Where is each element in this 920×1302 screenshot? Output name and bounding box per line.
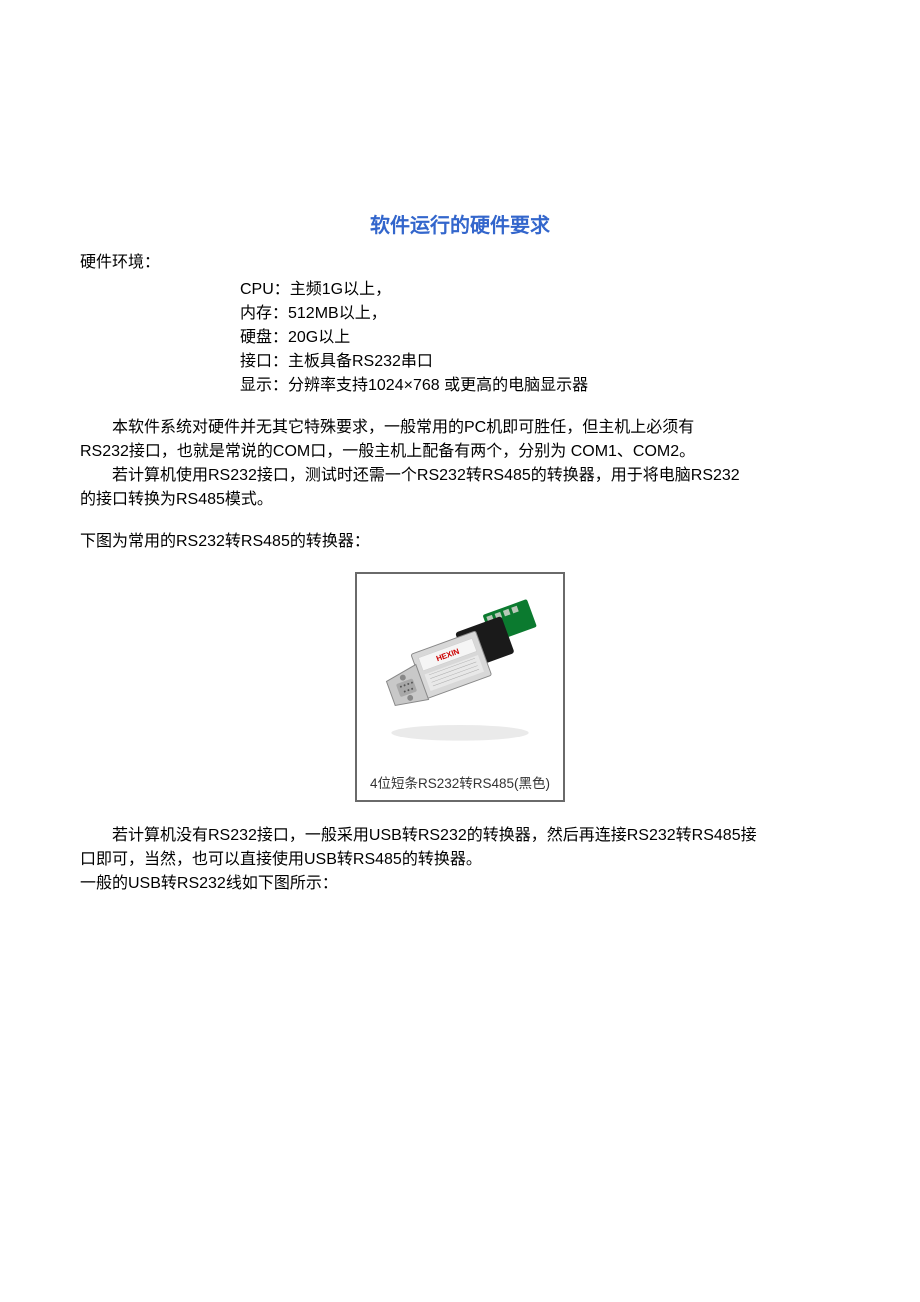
converter-photo: HEXIN xyxy=(357,574,563,770)
para1-line2: RS232接口，也就是常说的COM口，一般主机上配备有两个，分别为 COM1、C… xyxy=(80,440,840,464)
caption-intro: 下图为常用的RS232转RS485的转换器： xyxy=(80,530,840,554)
paragraph-block-2: 若计算机没有RS232接口，一般采用USB转RS232的转换器，然后再连接RS2… xyxy=(80,824,840,896)
hardware-env-label: 硬件环境： xyxy=(80,250,840,276)
spec-disk: 硬盘：20G以上 xyxy=(240,326,840,350)
para4: 一般的USB转RS232线如下图所示： xyxy=(80,872,840,896)
spec-memory: 内存：512MB以上， xyxy=(240,302,840,326)
paragraph-block-1: 本软件系统对硬件并无其它特殊要求，一般常用的PC机即可胜任，但主机上必须有 RS… xyxy=(80,416,840,512)
para1-line1: 本软件系统对硬件并无其它特殊要求，一般常用的PC机即可胜任，但主机上必须有 xyxy=(80,416,840,440)
image-container: HEXIN xyxy=(80,572,840,802)
spec-port: 接口：主板具备RS232串口 xyxy=(240,350,840,374)
spec-cpu: CPU：主频1G以上， xyxy=(240,278,840,302)
para2-line1: 若计算机使用RS232接口，测试时还需一个RS232转RS485的转换器，用于将… xyxy=(80,464,840,488)
page-title: 软件运行的硬件要求 xyxy=(80,210,840,242)
para3-line2: 口即可，当然，也可以直接使用USB转RS485的转换器。 xyxy=(80,848,840,872)
image-caption: 4位短条RS232转RS485(黑色) xyxy=(357,770,563,796)
spec-list: CPU：主频1G以上， 内存：512MB以上， 硬盘：20G以上 接口：主板具备… xyxy=(240,278,840,398)
converter-image-box: HEXIN xyxy=(355,572,565,802)
spec-display: 显示：分辨率支持1024×768 或更高的电脑显示器 xyxy=(240,374,840,398)
para3-line1: 若计算机没有RS232接口，一般采用USB转RS232的转换器，然后再连接RS2… xyxy=(80,824,840,848)
para2-line2: 的接口转换为RS485模式。 xyxy=(80,488,840,512)
